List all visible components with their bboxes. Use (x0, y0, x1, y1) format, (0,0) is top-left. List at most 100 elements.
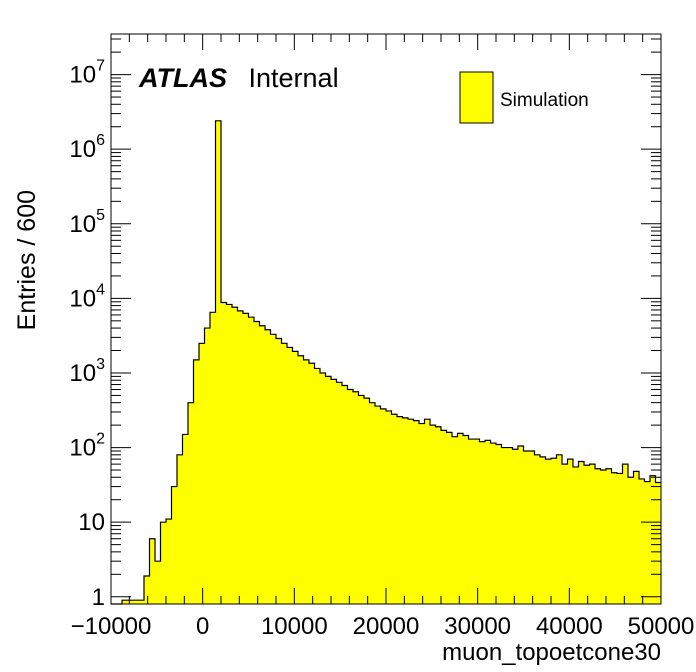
x-axis-tick-labels: −10000 0 10000 20000 30000 40000 50000 (71, 613, 695, 640)
histogram-bin (232, 307, 238, 604)
histogram-bin (562, 464, 568, 604)
histogram-bin (375, 406, 381, 604)
histogram-bin (611, 472, 617, 604)
histogram-bin (639, 478, 645, 604)
histogram-bin (369, 402, 375, 604)
histogram-bin (556, 454, 562, 604)
histogram-bin (578, 461, 584, 604)
histogram-bin (287, 347, 293, 604)
histogram-bin (259, 325, 265, 604)
histogram-bin (540, 456, 546, 604)
histogram-bin (633, 471, 639, 604)
histogram-bin (215, 120, 221, 604)
y-tick-label: 1 (92, 584, 105, 611)
histogram-bin (221, 302, 227, 604)
x-axis-label: muon_topoetcone30 (442, 639, 661, 666)
histogram-bin (589, 464, 595, 604)
histogram-bin (529, 450, 535, 604)
histogram-bin (210, 312, 216, 604)
histogram-bin (292, 351, 298, 604)
x-tick-label: 10000 (261, 613, 328, 640)
histogram-bin (281, 343, 287, 604)
histogram-outline (111, 120, 661, 605)
histogram-bin (133, 600, 139, 604)
histogram-bin (347, 389, 353, 604)
histogram-bin (485, 440, 491, 604)
histogram-bin (655, 482, 661, 604)
histogram-bin (364, 398, 370, 604)
histogram-bin (386, 410, 392, 604)
histogram-bin (567, 459, 573, 604)
histogram-bin (595, 468, 601, 604)
histogram-bin (523, 450, 529, 604)
histogram-bin (650, 475, 656, 604)
histogram-bin (457, 433, 463, 604)
histogram-bin (314, 368, 320, 604)
histogram-bin (397, 416, 403, 604)
atlas-label-bold: ATLAS (138, 63, 227, 93)
histogram-bin (413, 420, 419, 604)
histogram-bin (325, 376, 331, 604)
histogram-bin (127, 600, 133, 604)
histogram-bin (182, 434, 188, 604)
histogram-bin (441, 430, 447, 604)
histogram-bin (309, 363, 315, 604)
histogram-bin (342, 385, 348, 604)
histogram-bin (188, 402, 194, 604)
atlas-label-internal: Internal (249, 63, 339, 93)
histogram-bin (177, 454, 183, 604)
histogram-bin (171, 486, 177, 604)
histogram-bin (155, 561, 161, 604)
histogram-bin (584, 465, 590, 604)
histogram-bin (243, 313, 249, 604)
histogram-bin (479, 441, 485, 604)
histogram-bin (617, 473, 623, 604)
histogram-bin (474, 439, 480, 604)
histogram-bin (265, 329, 271, 604)
histogram-bin (490, 443, 496, 604)
histogram-bin (122, 600, 128, 604)
legend-label-simulation: Simulation (500, 90, 589, 111)
histogram-bin (391, 414, 397, 604)
y-tick-label: 105 (69, 207, 105, 238)
y-axis-ticks (111, 38, 661, 598)
y-tick-label: 104 (69, 281, 105, 312)
histogram-bin (199, 343, 205, 604)
x-tick-label: 40000 (536, 613, 603, 640)
legend: Simulation (459, 71, 589, 124)
x-tick-label: 50000 (628, 613, 695, 640)
x-axis-ticks (110, 34, 662, 604)
histogram-bin (149, 538, 155, 604)
y-axis-label: Entries / 600 (13, 190, 41, 330)
histogram-bin (606, 468, 612, 604)
histogram-bin (276, 338, 282, 604)
histogram-bin (518, 445, 524, 604)
histogram-bin (419, 423, 425, 604)
histogram-bin (600, 470, 606, 604)
histogram-bin (551, 458, 557, 604)
histogram-bin (545, 459, 551, 604)
x-tick-label: 30000 (444, 613, 511, 640)
histogram-bin (402, 417, 408, 604)
histogram-bin (622, 464, 628, 604)
histogram-bin (408, 419, 414, 604)
atlas-label: ATLAS Internal (138, 63, 339, 93)
legend-swatch-simulation (459, 71, 494, 124)
histogram-bin (166, 519, 172, 604)
histogram-bin (331, 379, 337, 604)
histogram-bin (435, 426, 441, 604)
histogram-bin (468, 439, 474, 604)
y-tick-label: 10 (78, 509, 105, 536)
x-tick-label: −10000 (71, 613, 152, 640)
y-axis-tick-labels: 1 10 102 103 104 105 106 107 (69, 58, 105, 611)
histogram-bin (138, 600, 144, 604)
histogram-bin (254, 321, 260, 604)
histogram-bin (303, 359, 309, 604)
histogram-bin (644, 481, 650, 604)
histogram-bin (512, 449, 518, 604)
histogram-bin (424, 419, 430, 604)
histogram-bin (573, 466, 579, 604)
histogram-bin (534, 454, 540, 604)
histogram-bin (430, 425, 436, 604)
histogram-bars (111, 120, 661, 605)
